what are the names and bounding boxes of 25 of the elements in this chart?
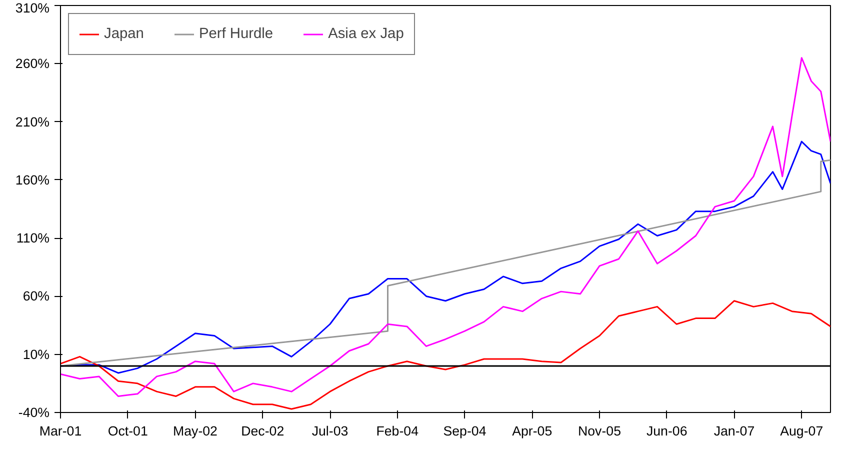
- x-tick-label: Mar-01: [39, 424, 82, 438]
- y-tick-label: 60%: [22, 288, 50, 304]
- line-series: [60, 57, 830, 397]
- x-tick-label: May-02: [173, 424, 218, 438]
- y-tick-label: -40%: [18, 405, 50, 420]
- x-tick-label: Aug-07: [780, 424, 824, 438]
- y-tick-label: 310%: [15, 0, 50, 16]
- legend-label: Japan: [104, 26, 144, 42]
- y-tick-label: 260%: [15, 56, 50, 72]
- x-tick-label: Dec-02: [241, 424, 284, 438]
- x-tick-label: Jun-06: [646, 424, 688, 438]
- x-tick-label: Apr-05: [512, 424, 552, 438]
- x-tick-label: Feb-04: [376, 424, 420, 438]
- y-tick-label: 110%: [16, 230, 50, 246]
- x-tick-label: Jan-07: [714, 424, 755, 438]
- y-tick-label: 160%: [15, 172, 50, 188]
- legend-label: Perf Hurdle: [198, 26, 274, 42]
- x-tick-label: Nov-05: [578, 424, 621, 438]
- y-tick-label: 10%: [22, 346, 50, 362]
- x-tick-label: Oct-01: [108, 424, 148, 438]
- line-series: [60, 300, 830, 410]
- x-tick-label: Jul-03: [312, 424, 348, 438]
- x-tick-label: Sep-04: [443, 424, 487, 438]
- y-tick-label: 210%: [15, 114, 50, 130]
- legend-label: Asia ex Jap: [328, 26, 404, 42]
